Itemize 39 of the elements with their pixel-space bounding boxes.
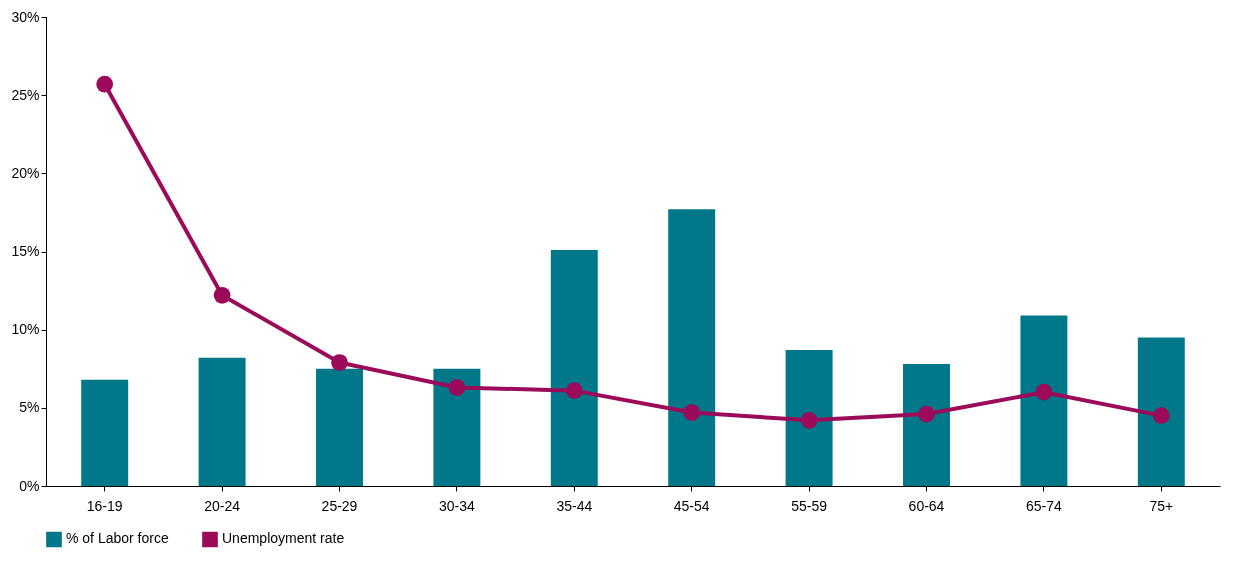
x-tick-label: 60-64: [908, 497, 945, 514]
y-tick-label: 0%: [19, 477, 40, 494]
y-tick-label: 5%: [19, 399, 40, 416]
bar: [668, 209, 716, 486]
x-tick-label: 75+: [1149, 497, 1174, 514]
bar: [903, 364, 950, 486]
bar: [198, 357, 246, 486]
point: [331, 354, 348, 371]
x-tick-label: 20-24: [204, 497, 241, 514]
point: [800, 411, 818, 429]
point: [918, 405, 935, 423]
bar: [1020, 315, 1068, 486]
x-tick-label: 35-44: [556, 497, 593, 514]
x-tick-label: 16-19: [86, 497, 123, 514]
x-tick-label: 45-54: [673, 497, 710, 514]
y-tick-label: 30%: [11, 8, 40, 25]
point: [1035, 383, 1053, 401]
x-tick-label: 55-59: [791, 497, 828, 514]
bar: [550, 249, 598, 486]
point: [1152, 407, 1170, 424]
x-tick-label: 65-74: [1025, 497, 1063, 514]
bar: [433, 368, 481, 486]
bar: [316, 368, 363, 486]
point: [213, 286, 231, 304]
bar: [81, 379, 129, 486]
x-tick-label: 30-34: [438, 497, 476, 514]
point: [448, 379, 466, 396]
y-tick-label: 20%: [11, 164, 40, 181]
y-tick-label: 10%: [11, 321, 40, 338]
x-tick-label: 25-29: [321, 497, 358, 514]
legend-label: % of Labor force: [66, 530, 169, 547]
point: [683, 404, 701, 421]
point: [565, 382, 583, 399]
bar: [785, 349, 833, 486]
legend-label: Unemployment rate: [222, 530, 345, 547]
bar: [1137, 337, 1185, 486]
y-tick-label: 25%: [11, 86, 40, 103]
y-tick-label: 15%: [11, 243, 40, 259]
point: [96, 75, 114, 93]
